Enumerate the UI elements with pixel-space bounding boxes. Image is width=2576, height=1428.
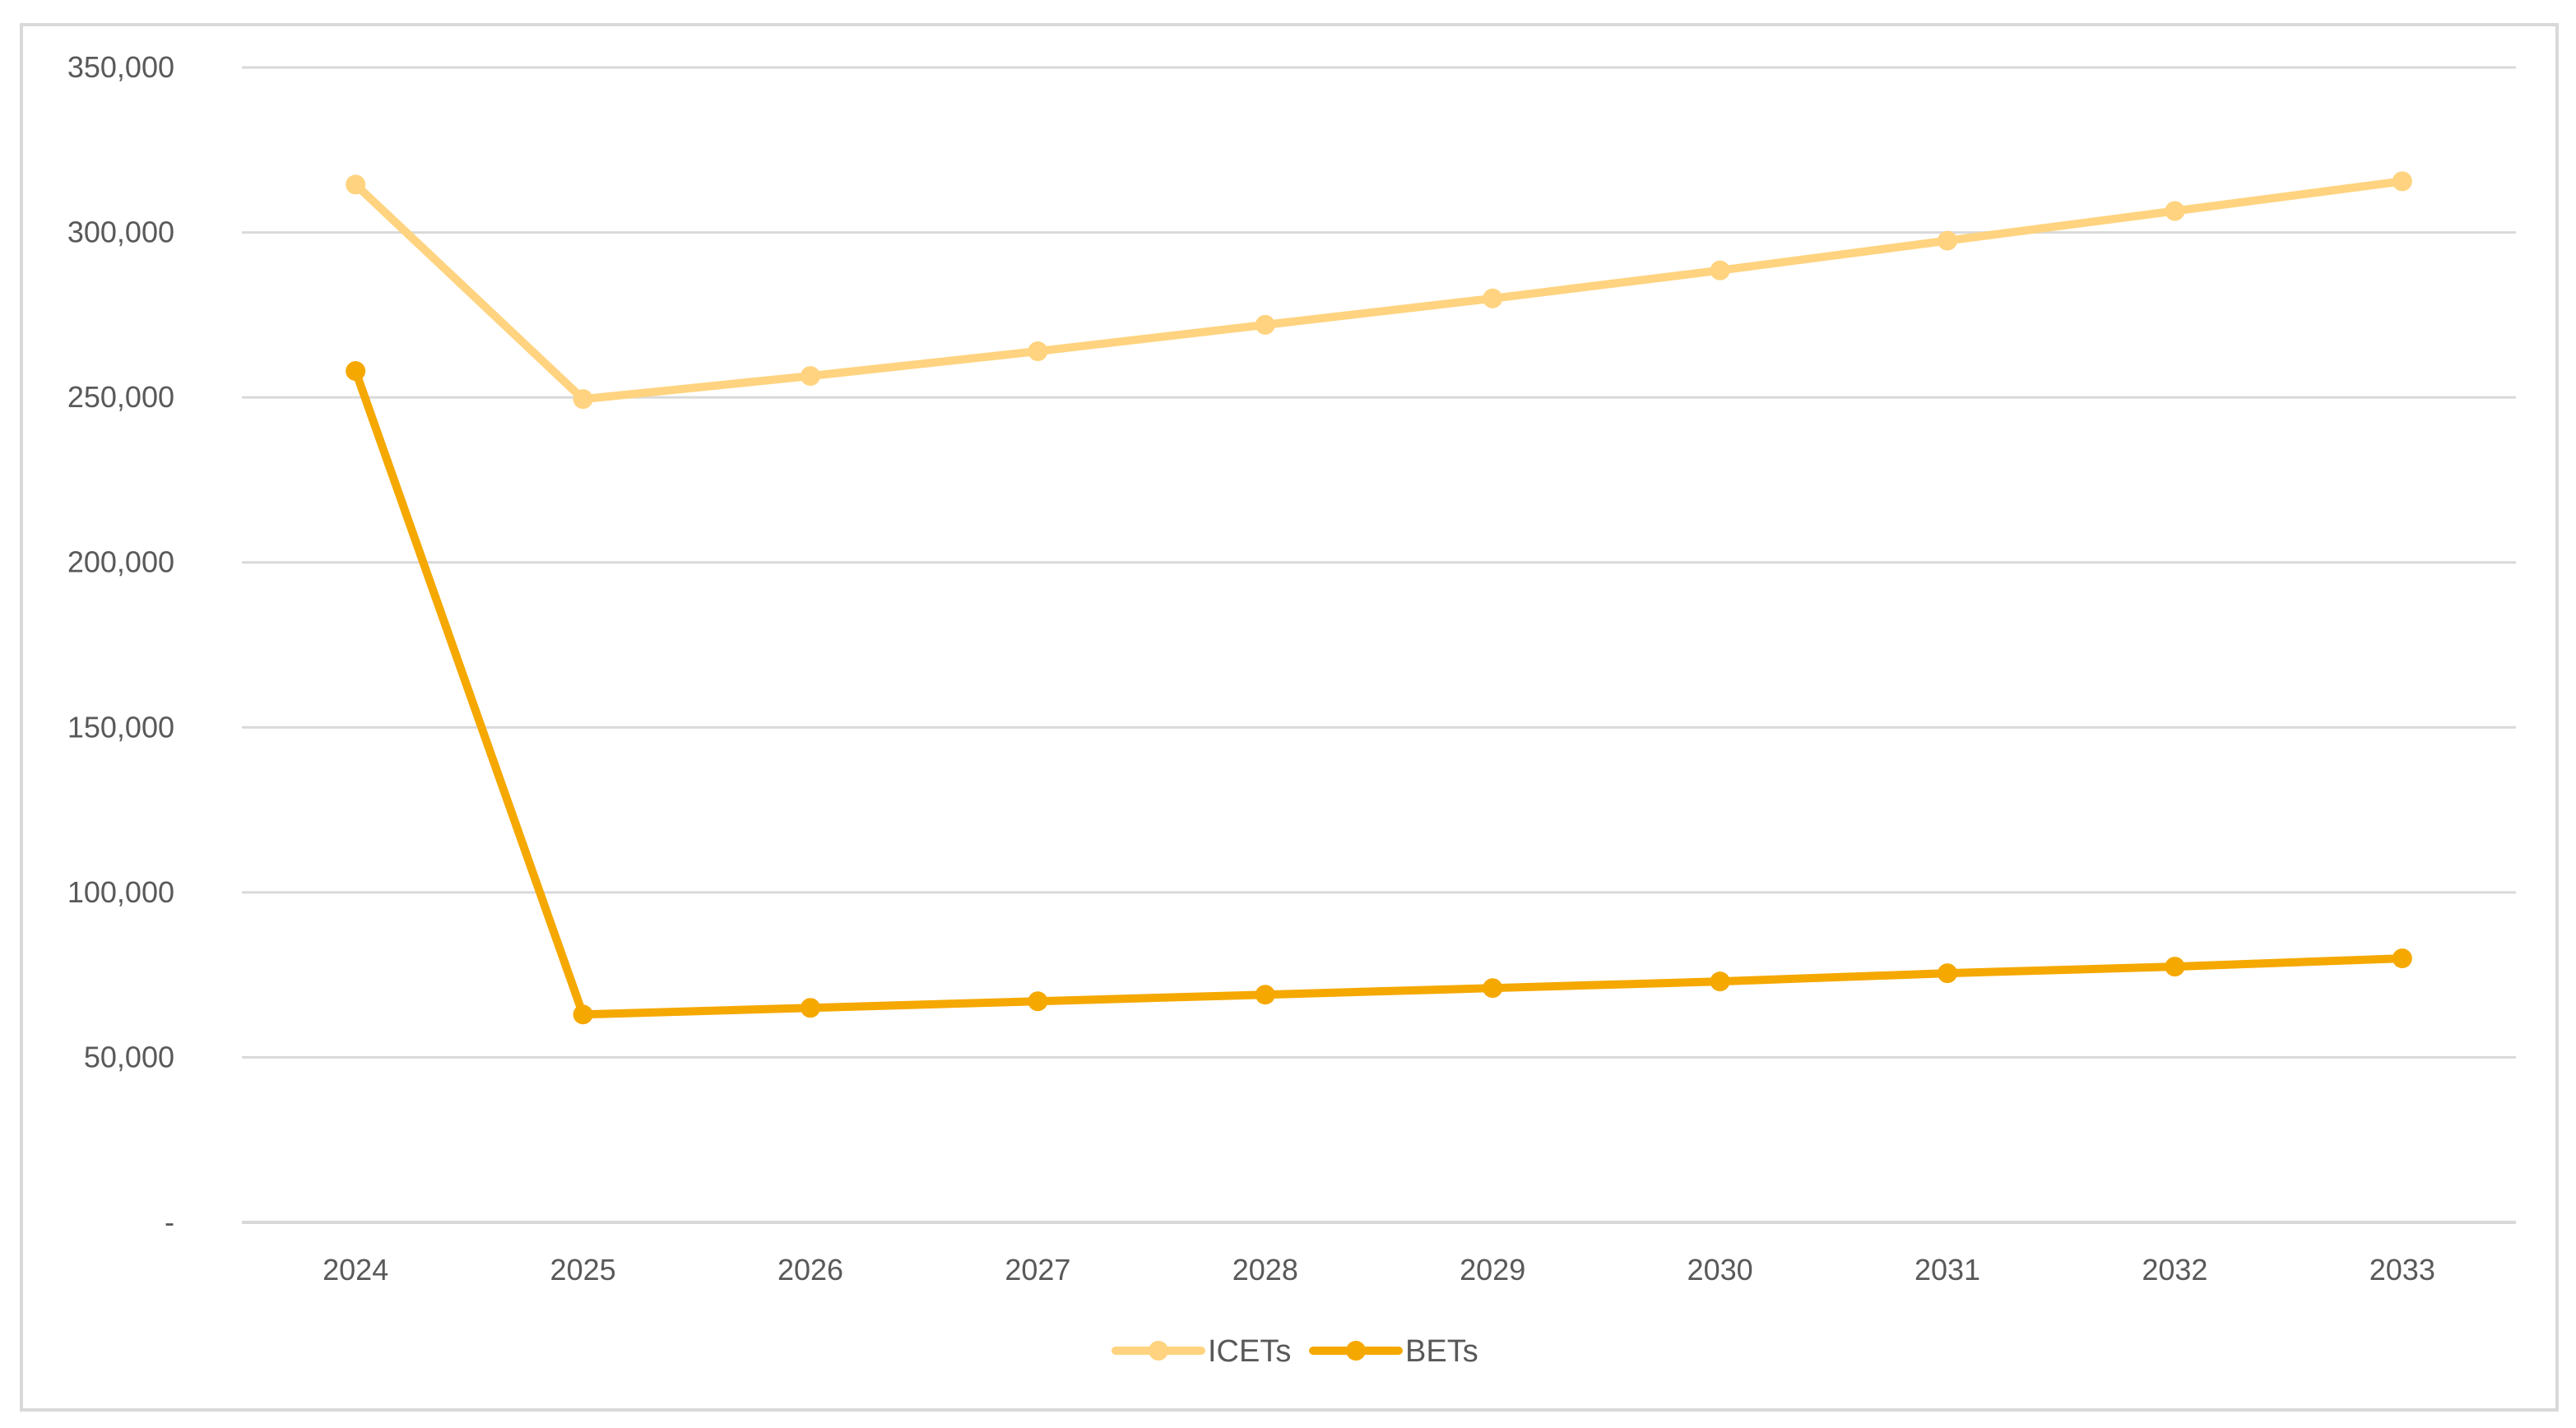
y-tick-label: 200,000	[67, 545, 174, 579]
y-tick-label: 300,000	[67, 216, 174, 249]
y-tick-label: 150,000	[67, 710, 174, 744]
data-point-icets	[573, 389, 593, 410]
data-point-bets	[2392, 948, 2412, 969]
x-tick-label: 2026	[777, 1253, 843, 1287]
legend-swatch-marker	[1346, 1341, 1366, 1361]
data-point-icets	[2392, 171, 2412, 192]
x-tick-label: 2029	[1460, 1253, 1525, 1287]
series-line-bets	[351, 367, 2407, 1019]
y-tick-label: 50,000	[84, 1040, 174, 1073]
x-tick-label: 2033	[2369, 1253, 2435, 1287]
gridlines	[242, 66, 2516, 1224]
data-point-icets	[1710, 260, 1730, 280]
series-lines	[346, 171, 2412, 1025]
data-point-bets	[1255, 985, 1275, 1005]
series-line-icets	[351, 177, 2407, 404]
legend-label: ICETs	[1208, 1334, 1291, 1369]
data-point-icets	[346, 174, 366, 195]
y-tick-label: -	[165, 1205, 174, 1239]
legend-item-icets: ICETs	[1112, 1334, 1291, 1369]
data-point-bets	[346, 361, 366, 382]
data-point-icets	[801, 366, 820, 387]
data-point-bets	[1483, 978, 1503, 999]
legend: ICETs BETs	[1112, 1334, 1478, 1369]
data-point-icets	[2165, 201, 2185, 221]
y-tick-label: 100,000	[67, 875, 174, 909]
data-point-icets	[1028, 341, 1048, 361]
x-tick-label: 2028	[1232, 1253, 1298, 1287]
x-tick-label: 2025	[550, 1253, 616, 1287]
legend-swatch-marker	[1149, 1341, 1168, 1361]
data-point-bets	[573, 1004, 593, 1025]
data-point-bets	[1938, 963, 1957, 984]
legend-label: BETs	[1405, 1334, 1478, 1369]
data-point-bets	[801, 998, 820, 1018]
x-tick-label: 2027	[1005, 1253, 1070, 1287]
x-axis: 2024 2025 2026 2027 2028 2029 2030 2031 2032 2033	[323, 1253, 2435, 1287]
x-tick-label: 2030	[1687, 1253, 1753, 1287]
data-point-icets	[1255, 314, 1275, 335]
x-tick-label: 2031	[1915, 1253, 1980, 1287]
data-point-icets	[1938, 230, 1957, 251]
x-tick-label: 2032	[2142, 1253, 2207, 1287]
legend-item-bets: BETs	[1309, 1334, 1478, 1369]
x-tick-label: 2024	[323, 1253, 388, 1287]
data-point-icets	[1483, 288, 1503, 308]
y-tick-label: 250,000	[67, 380, 174, 414]
data-point-bets	[1028, 991, 1048, 1012]
data-point-bets	[2165, 957, 2185, 977]
data-point-bets	[1710, 971, 1730, 992]
y-axis: - 50,000 100,000 150,000 200,000 250,000 300,0…	[67, 50, 174, 1239]
y-tick-label: 350,000	[67, 50, 174, 84]
chart-frame	[20, 23, 2559, 1412]
